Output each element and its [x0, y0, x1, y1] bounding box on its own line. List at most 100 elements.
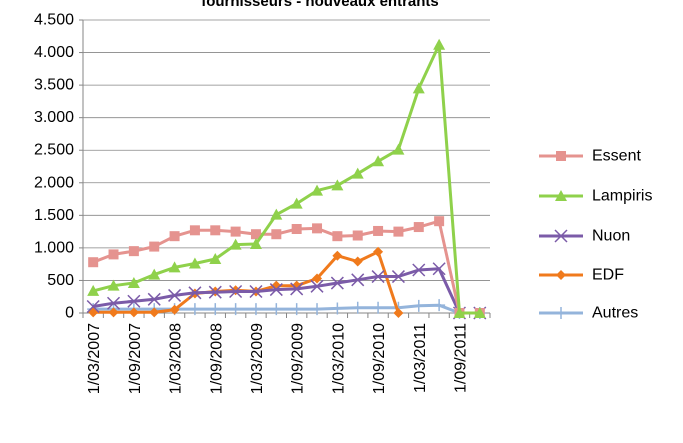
data-point: [270, 303, 283, 316]
data-point: [229, 238, 242, 250]
data-point: [331, 302, 344, 315]
chart-title: fournisseurs - nouveaux entrants: [201, 0, 439, 10]
data-point: [330, 276, 344, 290]
y-tick-label: 1.500: [34, 207, 74, 224]
x-tick-label: 1/09/2007: [127, 323, 144, 394]
legend-label: Autres: [592, 305, 638, 322]
x-tick-label: 1/03/2010: [330, 323, 347, 394]
series-lines: [86, 38, 487, 320]
series-line: [92, 43, 480, 315]
data-point: [371, 270, 385, 284]
data-point: [372, 301, 385, 314]
data-point: [249, 303, 262, 316]
data-point: [169, 231, 180, 242]
data-point: [108, 307, 119, 318]
data-point: [332, 250, 343, 261]
data-point: [210, 225, 221, 236]
data-point: [107, 279, 120, 291]
data-point: [433, 299, 446, 312]
data-point: [209, 303, 222, 316]
data-point: [106, 296, 121, 310]
y-tick-label: 2.000: [34, 174, 74, 191]
data-point: [434, 216, 445, 227]
data-point: [393, 308, 404, 318]
legend-label: Lampiris: [592, 188, 652, 205]
legend-item-essent: Essent: [539, 148, 641, 165]
data-point: [556, 151, 566, 161]
x-tick-label: 1/03/2011: [412, 323, 429, 393]
y-tick-label: 0: [65, 305, 74, 322]
data-point: [555, 190, 567, 201]
y-tick-label: 3.000: [34, 109, 74, 126]
data-point: [149, 241, 160, 252]
data-point: [229, 284, 243, 299]
data-point: [250, 229, 261, 240]
data-point: [291, 224, 302, 235]
y-tick-label: 4.500: [34, 12, 74, 29]
data-point: [229, 303, 242, 316]
data-point: [311, 184, 324, 196]
data-point: [332, 231, 343, 242]
data-point: [188, 303, 201, 316]
data-point: [168, 261, 181, 273]
data-point: [230, 226, 241, 237]
data-point: [188, 286, 202, 300]
x-tick-label: 1/09/2009: [290, 323, 307, 394]
data-point: [331, 179, 344, 191]
data-point: [270, 208, 283, 220]
data-point: [373, 225, 384, 236]
data-point: [127, 294, 141, 308]
data-point: [554, 229, 568, 243]
data-point: [413, 222, 424, 233]
data-point: [372, 155, 385, 167]
data-point: [88, 257, 99, 268]
data-point: [352, 256, 363, 267]
y-tick-label: 1.000: [34, 239, 74, 256]
data-point: [433, 38, 446, 50]
data-point: [290, 282, 304, 296]
data-point: [87, 284, 100, 296]
data-point: [312, 273, 323, 284]
data-point: [290, 197, 303, 209]
data-point: [473, 307, 486, 318]
x-tick-label: 1/03/2008: [168, 323, 185, 394]
series-nuon: [86, 262, 487, 320]
data-point: [169, 304, 180, 315]
x-tick-label: 1/03/2007: [86, 323, 103, 394]
x-tick-label: 1/03/2009: [249, 323, 266, 394]
legend-label: Essent: [592, 148, 641, 165]
data-point: [373, 246, 384, 257]
legend-label: Nuon: [592, 228, 630, 245]
data-point: [108, 249, 119, 260]
data-point: [147, 292, 161, 306]
data-point: [351, 301, 364, 314]
data-point: [412, 263, 426, 277]
data-point: [128, 246, 139, 257]
legend-label: EDF: [592, 267, 624, 284]
data-point: [148, 268, 161, 280]
data-point: [189, 225, 200, 236]
data-point: [86, 299, 100, 314]
data-point: [412, 299, 425, 312]
data-point: [168, 288, 182, 302]
x-tick-label: 1/09/2011: [452, 323, 469, 393]
legend-item-lampiris: Lampiris: [539, 188, 652, 205]
data-point: [352, 230, 363, 241]
x-tick-label: 1/09/2010: [371, 323, 388, 394]
data-point: [351, 167, 364, 179]
axes: 4.500 4.000 3.500 3.000 2.500 2.000 1.500 1.000…: [34, 12, 491, 394]
data-point: [412, 82, 425, 94]
y-tick-label: 2.500: [34, 142, 74, 159]
x-tick-label: 1/09/2008: [208, 323, 225, 394]
data-point: [392, 143, 405, 155]
data-point: [310, 279, 324, 293]
y-tick-label: 3.500: [34, 77, 74, 94]
data-point: [312, 223, 323, 234]
y-tick-label: 500: [47, 272, 74, 289]
data-point: [391, 270, 405, 284]
series-lampiris: [87, 38, 486, 318]
data-point: [555, 307, 567, 319]
data-point: [269, 283, 283, 297]
legend-item-autres: Autres: [539, 305, 638, 322]
